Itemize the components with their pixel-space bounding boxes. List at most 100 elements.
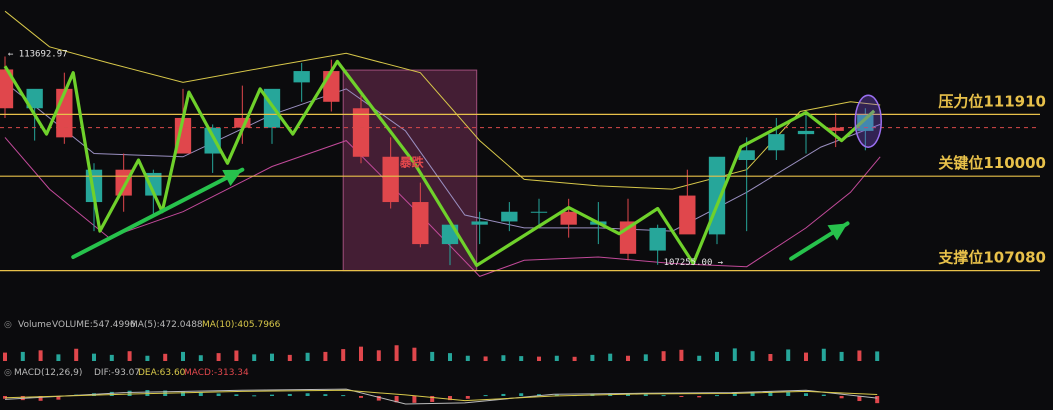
- macd-bar: [198, 392, 203, 396]
- macd-bar: [430, 396, 435, 402]
- trend-arrows: [71, 167, 850, 261]
- zigzag-trendline: [3, 59, 876, 267]
- trend-arrow-head: [222, 169, 243, 186]
- macd-panel[interactable]: ◎ MACD(12,26,9) DIF:-93.07 DEA:63.60 MAC…: [3, 368, 880, 405]
- macd-bar: [697, 396, 702, 398]
- price-note-label: ← 113692.97: [8, 50, 68, 60]
- bollinger-lower-line: [4, 137, 881, 277]
- volume-bar: [20, 351, 25, 361]
- volume-bar: [287, 354, 292, 361]
- macd-bar: [234, 394, 239, 396]
- macd-legend: ◎ MACD(12,26,9) DIF:-93.07 DEA:63.60 MAC…: [4, 368, 249, 378]
- macd-bar: [643, 394, 648, 396]
- macd-bar: [786, 392, 791, 396]
- macd-bar: [661, 395, 666, 397]
- trend-arrow-shaft: [71, 167, 245, 260]
- macd-bar: [412, 396, 417, 403]
- candle-body: [293, 71, 310, 83]
- macd-bar: [323, 394, 328, 396]
- eye-icon[interactable]: ◎: [4, 320, 12, 330]
- volume-bar: [732, 348, 737, 361]
- macd-bar: [501, 393, 506, 396]
- macd-bar: [626, 393, 630, 396]
- macd-bar: [270, 394, 274, 396]
- volume-bar: [74, 348, 79, 361]
- zigzag-path: [3, 59, 876, 267]
- candle-body: [323, 71, 340, 102]
- candle-body: [174, 117, 192, 154]
- volume-bar: [519, 356, 524, 361]
- volume-panel[interactable]: ◎ Volume VOLUME:547.4996 MA(5):472.0488 …: [3, 320, 880, 361]
- macd-bar: [804, 393, 808, 396]
- volume-bar: [643, 354, 648, 361]
- macd-dif-line: [4, 388, 878, 405]
- candle-body: [501, 211, 518, 222]
- volume-legend-ma10: MA(10):405.7966: [202, 320, 281, 330]
- macd-bar: [56, 396, 61, 400]
- volume-bar: [750, 351, 755, 361]
- crash-label: 暴跌: [399, 154, 425, 169]
- volume-bar: [679, 349, 684, 361]
- price-panel[interactable]: 压力位111910 关键位110000 支撑位107080 ← 113692.97 1…: [0, 10, 1046, 277]
- volume-bar: [768, 354, 773, 361]
- volume-bar: [92, 353, 96, 361]
- macd-histogram: [3, 388, 880, 405]
- volume-bar: [857, 350, 862, 361]
- resistance-level-label: 压力位111910: [938, 92, 1046, 110]
- volume-bar: [341, 349, 346, 361]
- macd-bar: [750, 392, 755, 396]
- macd-bar: [768, 391, 773, 396]
- macd-legend-value: MACD:-313.34: [184, 368, 249, 378]
- volume-bar: [804, 352, 808, 361]
- volume-bar: [554, 355, 559, 361]
- macd-bar: [537, 394, 541, 396]
- price-levels: 压力位111910 关键位110000 支撑位107080: [0, 92, 1046, 272]
- macd-bar: [857, 396, 862, 402]
- support-level-label: 支撑位107080: [937, 249, 1046, 267]
- key-level-label: 关键位110000: [938, 154, 1046, 172]
- candle-body: [768, 134, 785, 151]
- macd-bar: [519, 393, 524, 396]
- volume-bar: [430, 351, 435, 361]
- volume-bar: [127, 351, 132, 361]
- volume-bar: [359, 346, 363, 361]
- macd-bar: [216, 393, 221, 396]
- volume-bar: [163, 353, 168, 361]
- macd-bar: [287, 393, 292, 396]
- candle-body: [234, 117, 251, 128]
- candle-body: [530, 211, 548, 213]
- candle-body: [827, 127, 844, 131]
- macd-bar: [252, 395, 257, 397]
- volume-legend-ma5: MA(5):472.0488: [130, 320, 203, 330]
- macd-bar: [875, 396, 880, 404]
- volume-bar: [56, 354, 61, 361]
- target-ellipse: [854, 94, 882, 148]
- candle-body: [0, 69, 14, 109]
- volume-bar: [3, 352, 7, 361]
- volume-bar: [198, 355, 203, 361]
- candle-body: [26, 88, 43, 109]
- macd-bar: [305, 393, 310, 396]
- candle-body: [352, 108, 370, 157]
- macd-bar: [359, 396, 363, 398]
- macd-bar: [145, 390, 150, 396]
- volume-bars: [3, 345, 880, 361]
- trend-arrow-head: [827, 223, 848, 241]
- bell-icon[interactable]: ◎: [4, 368, 12, 378]
- volume-bar: [181, 351, 185, 361]
- macd-bar: [732, 393, 737, 396]
- macd-bar: [839, 396, 844, 399]
- macd-bar: [181, 391, 185, 396]
- volume-bar: [465, 355, 470, 361]
- volume-bar: [448, 353, 452, 361]
- macd-bar: [394, 396, 399, 403]
- volume-bar: [786, 349, 791, 361]
- candle-body: [382, 156, 399, 203]
- macd-bar: [715, 395, 719, 397]
- macd-bar: [554, 394, 559, 396]
- macd-legend-dea: DEA:63.60: [138, 368, 186, 378]
- macd-bar: [109, 391, 114, 396]
- candle-body: [857, 114, 874, 131]
- volume-bar: [839, 351, 844, 361]
